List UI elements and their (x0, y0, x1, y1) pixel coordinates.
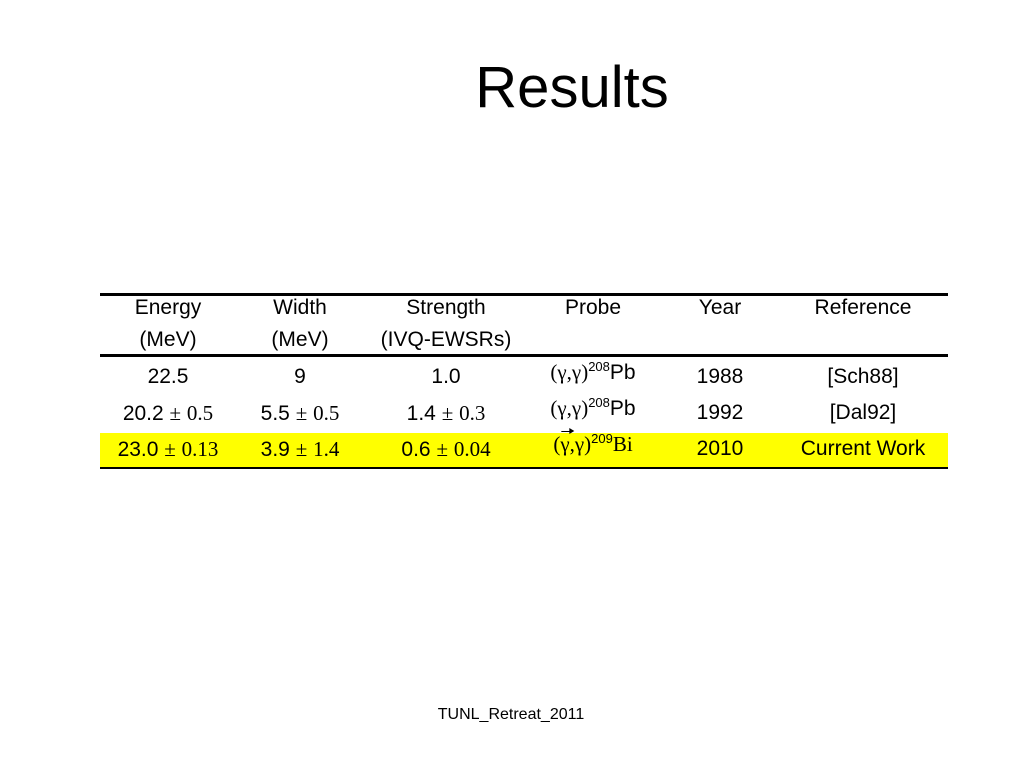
error: 0.13 (181, 437, 219, 461)
header-cell: (MeV) (139, 328, 197, 351)
value: 1.4 (406, 402, 436, 425)
error: 0.5 (186, 401, 214, 425)
header-cell: Width (273, 296, 327, 319)
element: Bi (612, 432, 633, 456)
table-cell: [Sch88] (827, 365, 899, 388)
table-cell: (γ,γ)208Pb (550, 395, 635, 421)
reaction: (γ,γ) (550, 360, 589, 384)
table-cell: 1988 (696, 365, 744, 388)
table-cell: 5.5 ± 0.5 (261, 401, 340, 426)
mass-number: 208 (588, 359, 610, 374)
value: 20.2 (122, 402, 164, 425)
table-cell: 9 (294, 365, 306, 388)
footer: TUNL_Retreat_2011 (437, 706, 585, 723)
header-cell: Energy (134, 296, 202, 319)
element: Pb (609, 361, 636, 384)
mass-number: 208 (588, 395, 610, 410)
results-table: Energy (MeV) Width (MeV) Strength (IVQ-EWSRs)… (100, 293, 948, 469)
header-rule (100, 354, 948, 357)
header-cell: (MeV) (271, 328, 329, 351)
table-cell: 3.9 ± 1.4 (261, 437, 340, 462)
error: 1.4 (313, 437, 340, 461)
polarized-gamma: γ (560, 428, 575, 456)
slide-title: Results (475, 55, 669, 120)
header-cell: Strength (406, 296, 486, 319)
table-cell: 1.4 ± 0.3 (407, 401, 486, 426)
table-cell: 22.5 (147, 365, 189, 388)
mass-number: 209 (591, 431, 613, 446)
table-cell: 1992 (696, 401, 744, 424)
plus-minus: ± (295, 437, 308, 461)
element: Pb (609, 397, 636, 420)
table-cell: 1.0 (431, 365, 461, 388)
table-cell: [Dal92] (829, 401, 897, 424)
plus-minus: ± (164, 437, 176, 461)
highlight-row (100, 433, 948, 469)
value: 5.5 (260, 402, 290, 425)
plus-minus: ± (441, 401, 454, 425)
error: 0.5 (313, 401, 340, 425)
header-cell: (IVQ-EWSRs) (380, 328, 512, 351)
value: 0.6 (401, 438, 431, 461)
value: 23.0 (117, 438, 159, 461)
plus-minus: ± (295, 401, 308, 425)
header-cell: Probe (564, 296, 622, 319)
table-cell: 0.6 ± 0.04 (401, 437, 490, 462)
table-cell: (γ,γ)209Bi (553, 428, 633, 457)
table-cell: (γ,γ)208Pb (550, 359, 635, 385)
error: 0.3 (459, 401, 486, 425)
top-rule (100, 293, 948, 296)
table-cell: Current Work (800, 437, 926, 460)
header-cell: Reference (814, 296, 912, 319)
value: 3.9 (260, 438, 290, 461)
error: 0.04 (453, 437, 491, 461)
header-cell: Year (698, 296, 742, 319)
plus-minus: ± (169, 401, 182, 425)
table-cell: 23.0 ± 0.13 (118, 437, 219, 462)
table-cell: 20.2 ± 0.5 (123, 401, 213, 426)
bottom-rule (100, 467, 948, 469)
reaction: (γ,γ) (553, 428, 592, 456)
table-cell: 2010 (696, 437, 744, 460)
plus-minus: ± (436, 437, 448, 461)
reaction: (γ,γ) (550, 396, 589, 420)
